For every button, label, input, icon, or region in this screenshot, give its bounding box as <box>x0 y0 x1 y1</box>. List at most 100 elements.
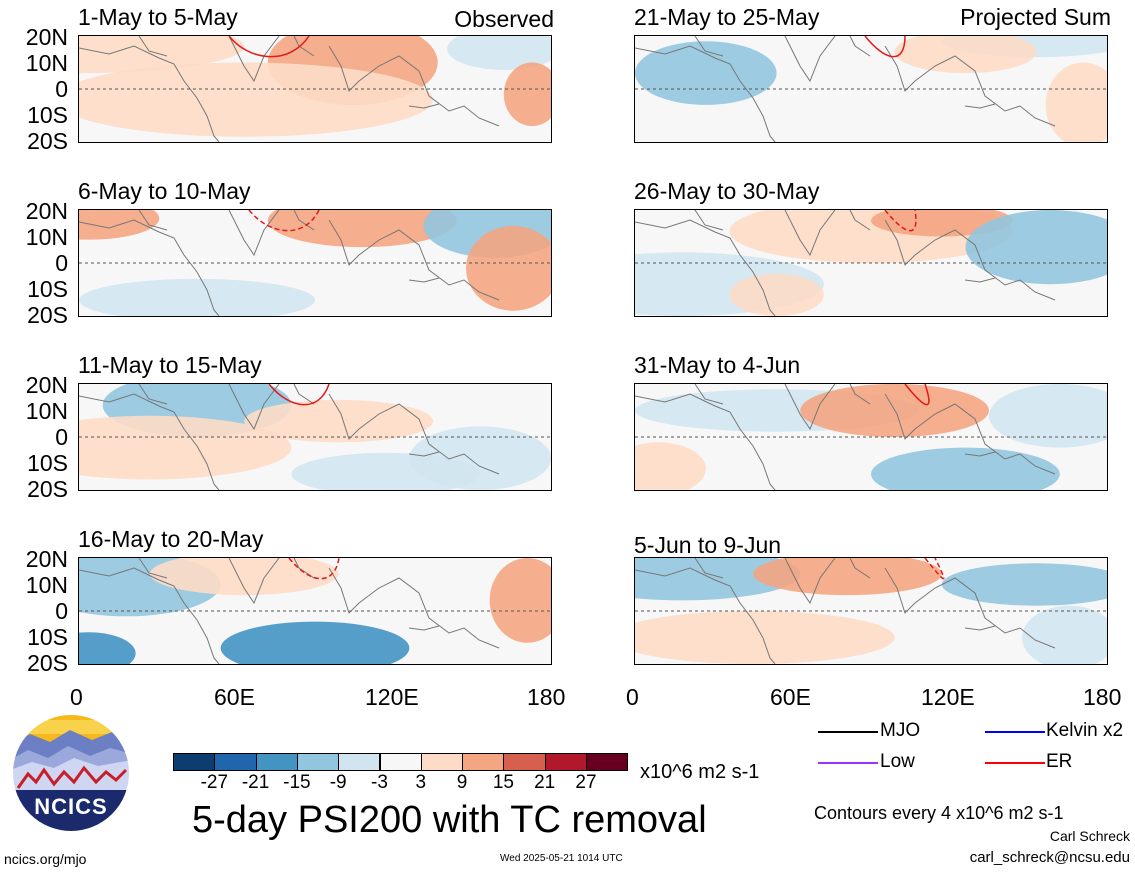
er-contour <box>248 210 320 232</box>
website-link[interactable]: ncics.org/mjo <box>4 851 87 867</box>
lat-label-10n: 10N <box>25 572 68 598</box>
colorbar-label: -21 <box>241 772 270 793</box>
colorbar-units: x10^6 m2 s-1 <box>640 761 760 783</box>
colorbar: -27 -21 -15 -9 -3 3 9 15 21 27 <box>173 753 629 793</box>
map-graphic <box>635 558 1107 664</box>
er-contour <box>884 210 917 232</box>
legend-label-er: ER <box>1046 751 1073 772</box>
logo-text: NCICS <box>34 794 108 819</box>
anomaly-shading <box>489 558 551 643</box>
colorbar-label: -15 <box>283 772 311 793</box>
lat-label-20n: 20N <box>25 372 68 398</box>
panel-title-1: 1-May to 5-May <box>78 4 238 30</box>
anomaly-shading <box>871 447 1060 490</box>
map-graphic <box>79 36 551 142</box>
map-panel-1 <box>78 35 552 143</box>
coastline <box>79 210 500 316</box>
coastline <box>635 384 1056 490</box>
anomaly-shading <box>447 36 551 70</box>
lat-label-20s: 20S <box>27 650 68 676</box>
colorbar-swatch <box>462 753 505 771</box>
coastline <box>79 384 500 490</box>
anomaly-shading <box>941 563 1107 606</box>
lon-label-180: 180 <box>527 684 566 710</box>
colorbar-label: 3 <box>415 772 427 793</box>
map-panel-7 <box>634 383 1108 491</box>
anomaly-shading <box>220 621 410 664</box>
map-panel-8 <box>634 557 1108 665</box>
anomaly-shading <box>503 62 551 127</box>
lat-label-20n: 20N <box>25 24 68 50</box>
legend-line-mjo <box>818 731 878 733</box>
lat-label-eq: 0 <box>55 598 68 624</box>
map-graphic <box>79 558 551 664</box>
anomaly-shading <box>753 558 942 596</box>
colorbar-swatch <box>214 753 257 771</box>
map-graphic <box>79 210 551 316</box>
author-name: Carl Schreck <box>1049 828 1130 844</box>
anomaly-shading <box>149 558 339 596</box>
map-panel-2 <box>78 209 552 317</box>
anomaly-shading <box>79 415 292 480</box>
colorbar-swatch <box>503 753 546 771</box>
colorbar-swatch <box>544 753 587 771</box>
map-panel-4 <box>78 557 552 665</box>
lat-label-10n: 10N <box>25 224 68 250</box>
anomaly-shading <box>894 36 1037 74</box>
colorbar-swatch <box>296 753 340 771</box>
panel-title-2: 6-May to 10-May <box>78 178 251 204</box>
colorbar-label: -3 <box>371 772 388 793</box>
anomaly-shading <box>635 41 777 105</box>
lat-label-20s: 20S <box>27 128 68 154</box>
coastline <box>635 210 1056 316</box>
lat-label-10s: 10S <box>27 276 68 302</box>
anomaly-shading <box>79 62 433 137</box>
panel-note-5: Projected Sum <box>960 4 1111 30</box>
panel-title-4: 16-May to 20-May <box>78 526 264 552</box>
coastline <box>79 36 500 142</box>
panel-title-5: 21-May to 25-May <box>634 4 820 30</box>
map-graphic <box>635 384 1107 490</box>
er-contour <box>228 36 310 58</box>
panel-note-1: Observed <box>454 6 554 32</box>
lat-label-20s: 20S <box>27 476 68 502</box>
legend-label-kelvin: Kelvin x2 <box>1046 720 1124 741</box>
colorbar-label: -27 <box>200 772 229 793</box>
lon-label-60e: 60E <box>214 684 255 710</box>
er-contour <box>904 384 930 406</box>
legend-line-kelvin <box>985 731 1045 733</box>
panel-title-6: 26-May to 30-May <box>634 178 820 204</box>
panel-title-8: 5-Jun to 9-Jun <box>634 532 782 558</box>
map-panel-6 <box>634 209 1108 317</box>
colorbar-swatch <box>338 753 381 771</box>
panel-title-3: 11-May to 15-May <box>78 352 262 378</box>
legend-line-er <box>985 762 1045 764</box>
colorbar-label: -9 <box>329 772 347 793</box>
map-graphic <box>635 36 1107 142</box>
colorbar-label: 27 <box>575 772 597 793</box>
ncics-logo: NCICS <box>10 712 132 834</box>
colorbar-label: 9 <box>456 772 468 793</box>
lon-label-0: 0 <box>70 684 83 710</box>
lat-label-20s: 20S <box>27 302 68 328</box>
er-contour <box>864 36 906 58</box>
anomaly-shading <box>965 210 1107 285</box>
er-contour <box>268 384 330 406</box>
coastline <box>635 558 1056 664</box>
lat-label-10s: 10S <box>27 450 68 476</box>
anomaly-shading <box>989 384 1107 448</box>
map-panel-3 <box>78 383 552 491</box>
lat-label-eq: 0 <box>55 76 68 102</box>
lat-label-10s: 10S <box>27 102 68 128</box>
colorbar-swatch <box>586 753 629 771</box>
legend-label-mjo: MJO <box>880 720 921 741</box>
anomaly-shading <box>635 611 895 664</box>
er-contour <box>924 558 945 580</box>
anomaly-shading <box>635 442 706 490</box>
lon-label-120e: 120E <box>921 684 975 710</box>
coastline <box>635 36 1056 142</box>
lat-label-10n: 10N <box>25 398 68 424</box>
lat-label-eq: 0 <box>55 250 68 276</box>
anomaly-shading <box>466 225 551 311</box>
figure-title: 5-day PSI200 with TC removal <box>192 799 707 841</box>
